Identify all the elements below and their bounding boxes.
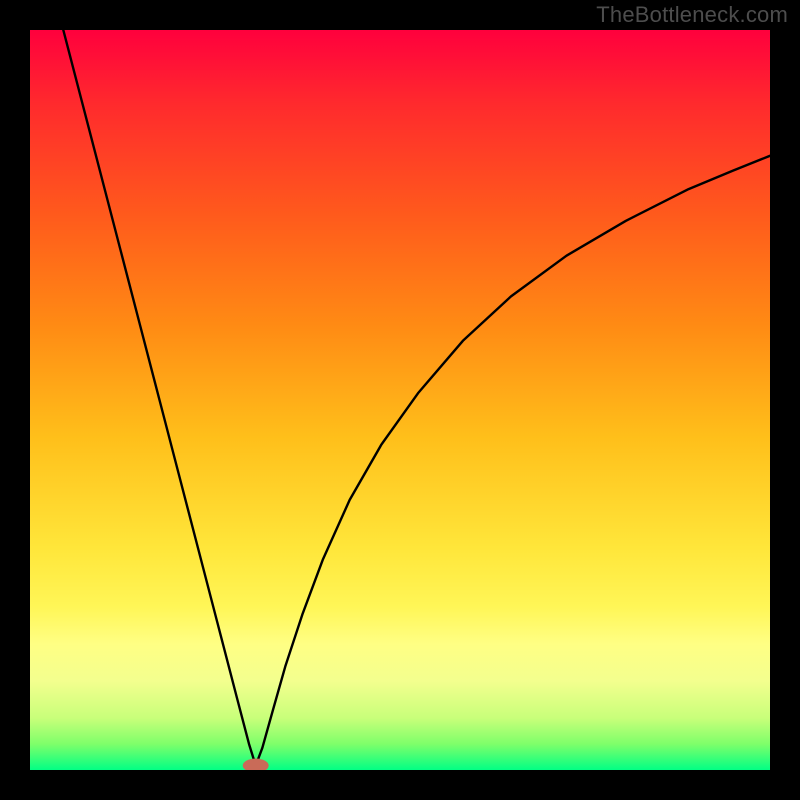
plot-area (30, 30, 770, 770)
gradient-background (30, 30, 770, 770)
plot-svg (30, 30, 770, 770)
chart-frame: TheBottleneck.com (0, 0, 800, 800)
watermark-text: TheBottleneck.com (596, 2, 788, 28)
